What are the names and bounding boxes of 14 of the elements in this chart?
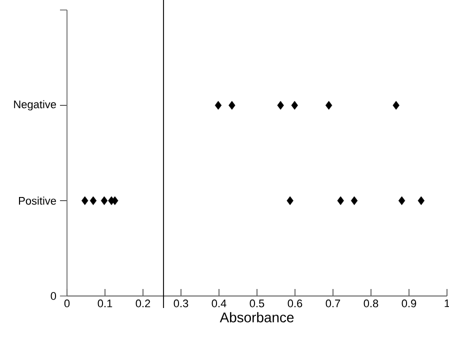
x-tick-label: 0.7 (326, 300, 340, 308)
y-tick-label: Negative (14, 100, 56, 110)
x-tick-label: 0 (64, 300, 70, 308)
y-tick-label: Positive (19, 196, 56, 205)
x-tick-label: 0.1 (98, 300, 112, 308)
x-tick-label: 0.5 (250, 300, 264, 308)
x-tick-label: 0.3 (174, 300, 188, 308)
x-tick-label: 0.9 (402, 300, 416, 308)
y-tick-label: 0 (50, 292, 56, 300)
x-tick-label: 0.4 (212, 300, 226, 308)
x-tick-label: 0.8 (364, 300, 378, 308)
x-axis-title: Absorbance (220, 312, 294, 322)
x-tick-label: 0.6 (288, 300, 302, 308)
x-tick-label: 0.2 (136, 300, 150, 308)
